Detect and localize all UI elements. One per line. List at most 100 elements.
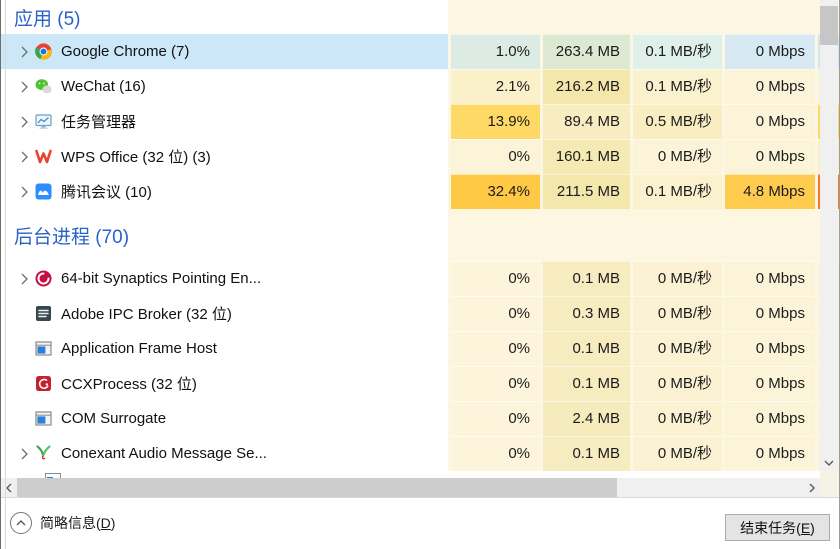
window-left-border: [0, 0, 1, 549]
process-row[interactable]: Google Chrome (7) 1.0% 263.4 MB 0.1 MB/秒 0 M…: [0, 34, 840, 69]
expand-chevron-icon[interactable]: [13, 46, 35, 58]
expand-chevron-icon[interactable]: [13, 151, 35, 163]
scrollbar-corner: [820, 471, 840, 497]
network-cell: 0 Mbps: [722, 34, 815, 69]
cpu-cell: 13.9%: [448, 104, 540, 139]
cpu-cell-empty: [448, 0, 540, 34]
network-cell: 0 Mbps: [722, 331, 815, 366]
disk-cell: 0 MB/秒: [630, 331, 722, 366]
network-cell: 0 Mbps: [722, 401, 815, 436]
disk-cell-empty: [630, 0, 722, 34]
process-row[interactable]: Application Frame Host 0% 0.1 MB 0 MB/秒 0 Mb…: [0, 331, 840, 366]
process-row[interactable]: CCXProcess (32 位) 0% 0.1 MB 0 MB/秒 0 Mbps: [0, 366, 840, 401]
process-name: Application Frame Host: [61, 340, 217, 357]
disk-cell: 0.1 MB/秒: [630, 69, 722, 104]
wechat-icon: [35, 78, 52, 95]
memory-cell-empty: [540, 209, 630, 261]
memory-cell: 0.1 MB: [540, 261, 630, 296]
detail-toggle-label: 简略信息(D): [40, 515, 116, 531]
scroll-down-icon[interactable]: [820, 454, 838, 471]
memory-cell: 160.1 MB: [540, 139, 630, 174]
process-name: 任务管理器: [61, 114, 137, 131]
network-cell: 0 Mbps: [722, 366, 815, 401]
process-row[interactable]: Adobe IPC Broker (32 位) 0% 0.3 MB 0 MB/秒 0 M…: [0, 296, 840, 331]
tencent-meeting-icon: [35, 183, 52, 200]
process-name-cell: Conexant Audio Message Se...: [0, 436, 448, 471]
expand-chevron-icon[interactable]: [13, 81, 35, 93]
process-row[interactable]: WeChat (16) 2.1% 216.2 MB 0.1 MB/秒 0 Mbps: [0, 69, 840, 104]
clipped-process-row: [0, 471, 815, 478]
pane-left-line: [5, 0, 6, 549]
network-cell: 0 Mbps: [722, 261, 815, 296]
process-name: WeChat (16): [61, 78, 146, 95]
process-name-cell: COM Surrogate: [0, 401, 448, 436]
end-task-button[interactable]: 结束任务(E): [725, 514, 830, 541]
memory-cell: 263.4 MB: [540, 34, 630, 69]
disk-cell: 0 MB/秒: [630, 296, 722, 331]
cpu-cell: 2.1%: [448, 69, 540, 104]
disk-cell-empty: [630, 209, 722, 261]
process-row[interactable]: 64-bit Synaptics Pointing En... 0% 0.1 MB 0…: [0, 261, 840, 296]
process-row[interactable]: COM Surrogate 0% 2.4 MB 0 MB/秒 0 Mbps: [0, 401, 840, 436]
memory-cell: 0.1 MB: [540, 331, 630, 366]
cpu-cell: 32.4%: [448, 174, 540, 209]
cpu-cell: 1.0%: [448, 34, 540, 69]
process-name-cell: Application Frame Host: [0, 331, 448, 366]
disk-cell: 0.1 MB/秒: [630, 34, 722, 69]
disk-cell: 0 MB/秒: [630, 366, 722, 401]
wps-icon: [35, 148, 52, 165]
memory-cell: 2.4 MB: [540, 401, 630, 436]
expand-chevron-icon[interactable]: [13, 186, 35, 198]
process-name: Conexant Audio Message Se...: [61, 445, 267, 462]
disk-cell: 0 MB/秒: [630, 436, 722, 471]
section-header-row: 应用 (5): [0, 0, 840, 34]
scroll-left-icon[interactable]: [0, 478, 17, 497]
expand-chevron-icon[interactable]: [13, 116, 35, 128]
process-name-cell: Google Chrome (7): [0, 34, 448, 69]
process-row[interactable]: WPS Office (32 位) (3) 0% 160.1 MB 0 MB/秒 0 M…: [0, 139, 840, 174]
network-cell-empty: [722, 0, 815, 34]
network-cell: 0 Mbps: [722, 104, 815, 139]
expand-chevron-icon[interactable]: [13, 273, 35, 285]
section-label: 后台进程 (70): [14, 226, 130, 248]
network-cell: 0 Mbps: [722, 69, 815, 104]
cpu-cell-empty: [448, 209, 540, 261]
process-name-cell: Adobe IPC Broker (32 位): [0, 296, 448, 331]
expand-chevron-icon[interactable]: [13, 448, 35, 460]
cpu-cell: 0%: [448, 331, 540, 366]
footer-bar: 简略信息(D) 结束任务(E): [0, 497, 840, 549]
section-header-cell: 应用 (5): [0, 0, 448, 34]
vertical-scrollbar-thumb[interactable]: [820, 6, 838, 45]
process-name-cell: CCXProcess (32 位): [0, 366, 448, 401]
network-cell: 4.8 Mbps: [722, 174, 815, 209]
cpu-cell: 0%: [448, 261, 540, 296]
scroll-right-icon[interactable]: [803, 478, 820, 497]
conexant-icon: [35, 445, 52, 462]
network-cell-empty: [722, 209, 815, 261]
memory-cell: 211.5 MB: [540, 174, 630, 209]
taskmgr-icon: [35, 113, 52, 130]
cpu-cell: 0%: [448, 366, 540, 401]
process-row[interactable]: Conexant Audio Message Se... 0% 0.1 MB 0 MB…: [0, 436, 840, 471]
process-name: 腾讯会议 (10): [61, 184, 152, 201]
memory-cell: 89.4 MB: [540, 104, 630, 139]
adobe-ipc-icon: [35, 305, 52, 322]
process-name-cell: 腾讯会议 (10): [0, 174, 448, 209]
network-cell: 0 Mbps: [722, 139, 815, 174]
process-name: Adobe IPC Broker (32 位): [61, 306, 232, 323]
process-row[interactable]: 腾讯会议 (10) 32.4% 211.5 MB 0.1 MB/秒 4.8 Mbps: [0, 174, 840, 209]
ccx-icon: [35, 375, 52, 392]
memory-cell: 0.1 MB: [540, 366, 630, 401]
horizontal-scrollbar[interactable]: [0, 478, 820, 497]
chevron-up-circle-icon[interactable]: [10, 512, 32, 534]
process-name: COM Surrogate: [61, 410, 167, 427]
horizontal-scrollbar-thumb[interactable]: [17, 478, 617, 497]
synaptics-icon: [35, 270, 52, 287]
process-name: Google Chrome (7): [61, 43, 190, 60]
process-name-cell: WeChat (16): [0, 69, 448, 104]
vertical-scrollbar[interactable]: [820, 0, 838, 471]
detail-toggle[interactable]: 简略信息(D): [10, 512, 115, 534]
process-name-cell: 64-bit Synaptics Pointing En...: [0, 261, 448, 296]
process-row[interactable]: 任务管理器 13.9% 89.4 MB 0.5 MB/秒 0 Mbps: [0, 104, 840, 139]
